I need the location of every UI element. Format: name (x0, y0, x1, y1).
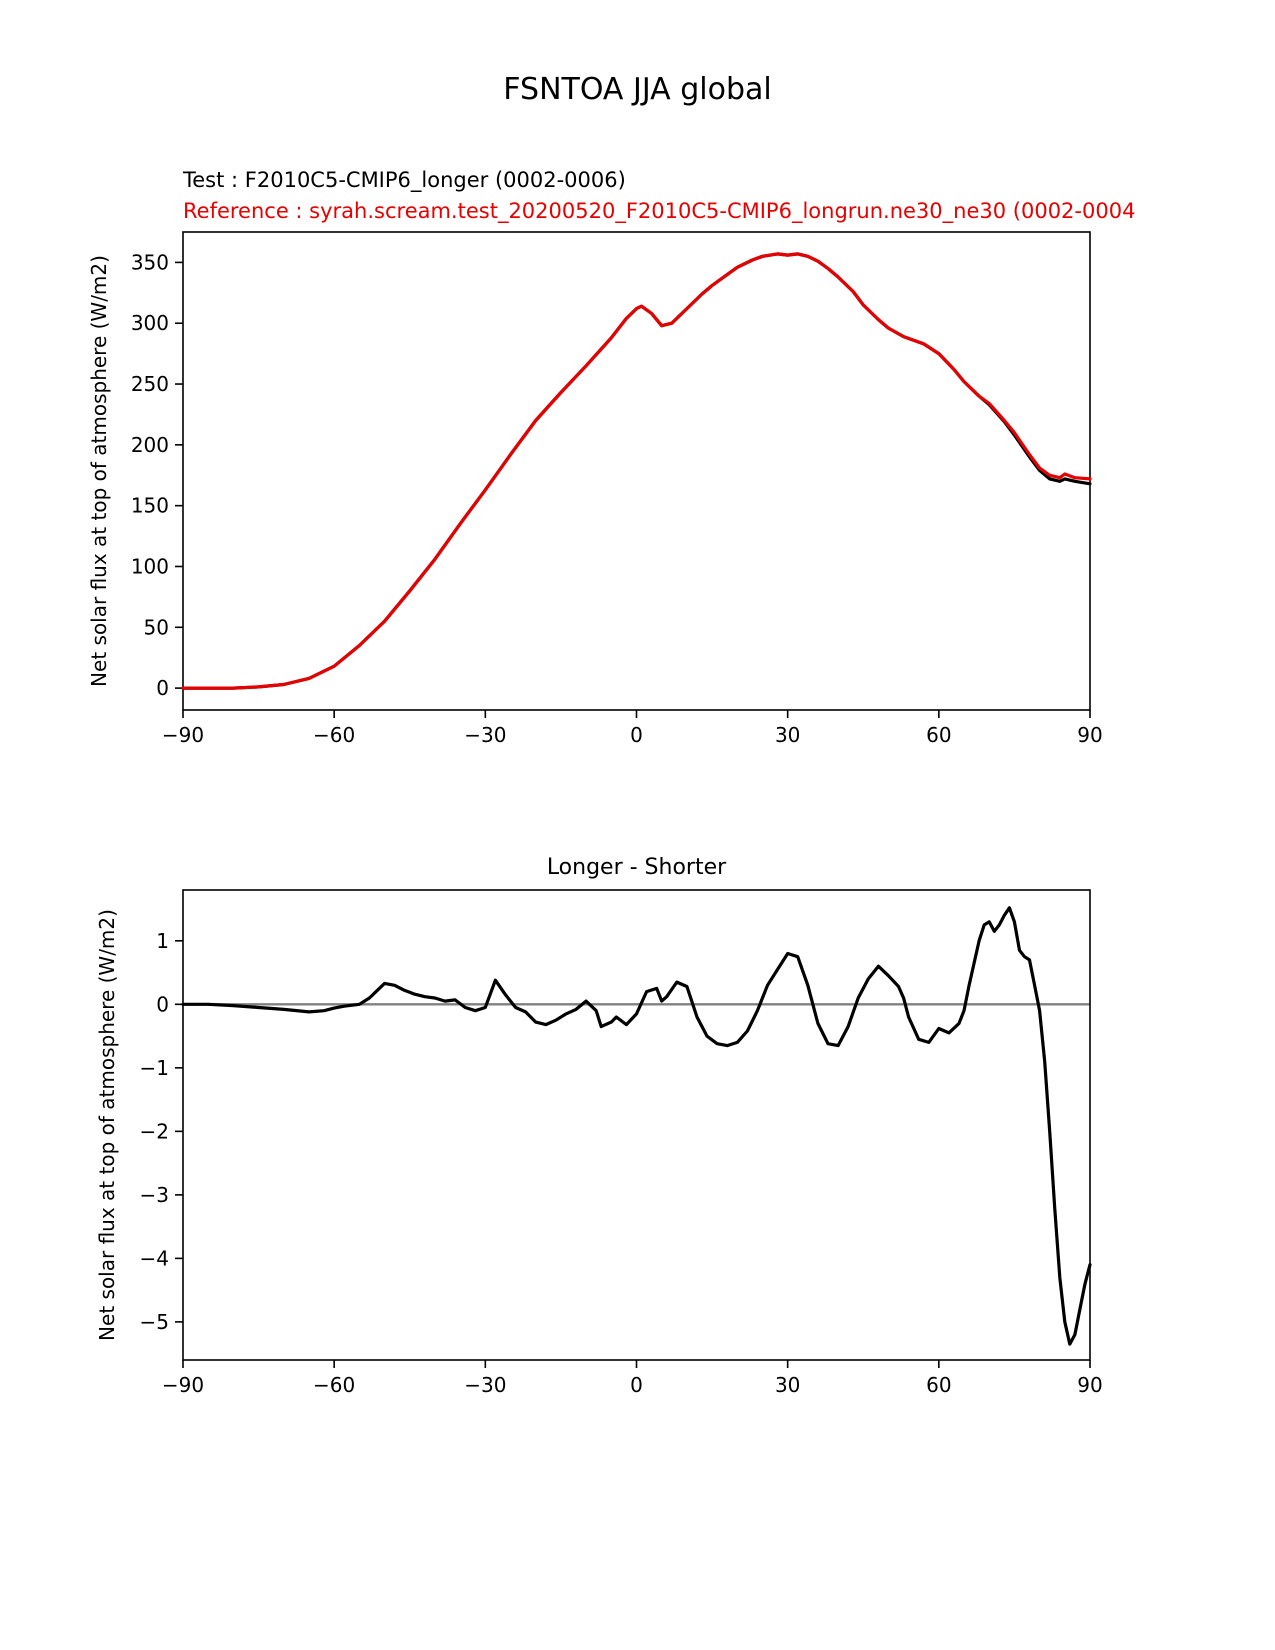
x-tick-label: 0 (630, 1373, 643, 1397)
x-tick-label: 90 (1077, 723, 1102, 747)
y-tick-label: −2 (140, 1119, 169, 1143)
x-tick-label: −90 (162, 1373, 204, 1397)
x-tick-label: 0 (630, 723, 643, 747)
y-tick-label: 300 (131, 311, 169, 335)
x-tick-label: −90 (162, 723, 204, 747)
x-tick-label: 60 (926, 723, 951, 747)
legend: Test : F2010C5-CMIP6_longer (0002-0006) … (183, 165, 1275, 227)
y-tick-label: 0 (156, 676, 169, 700)
x-tick-label: 60 (926, 1373, 951, 1397)
axes-frame (182, 231, 1091, 711)
y-tick-label: 1 (156, 929, 169, 953)
y-axis-label: Net solar flux at top of atmosphere (W/m… (95, 909, 119, 1341)
x-tick-label: 90 (1077, 1373, 1102, 1397)
y-axis-label: Net solar flux at top of atmosphere (W/m… (87, 255, 111, 687)
x-tick-label: 30 (775, 1373, 800, 1397)
y-tick-label: −1 (140, 1056, 169, 1080)
y-tick-label: 0 (156, 992, 169, 1016)
y-tick-label: 250 (131, 372, 169, 396)
y-tick-label: 200 (131, 433, 169, 457)
figure-title: FSNTOA JJA global (503, 72, 772, 107)
x-tick-label: −60 (313, 723, 355, 747)
series-line-reference (181, 252, 1092, 690)
x-tick-label: 30 (775, 723, 800, 747)
y-tick-label: 50 (144, 615, 169, 639)
x-tick-label: −30 (464, 723, 506, 747)
x-tick-label: −60 (313, 1373, 355, 1397)
y-tick-label: −5 (140, 1310, 169, 1334)
y-tick-label: 350 (131, 250, 169, 274)
y-tick-label: 150 (131, 494, 169, 518)
axes-frame (182, 889, 1091, 1361)
series-line-difference (181, 906, 1092, 1346)
legend-reference-label: Reference : syrah.scream.test_20200520_F… (183, 199, 1136, 223)
y-tick-label: −4 (140, 1246, 169, 1270)
y-tick-label: −3 (140, 1183, 169, 1207)
x-tick-label: −30 (464, 1373, 506, 1397)
chart-title: Longer - Shorter (547, 855, 727, 880)
y-tick-label: 100 (131, 554, 169, 578)
series-line-test (181, 252, 1092, 690)
legend-test-label: Test : F2010C5-CMIP6_longer (0002-0006) (183, 168, 626, 192)
